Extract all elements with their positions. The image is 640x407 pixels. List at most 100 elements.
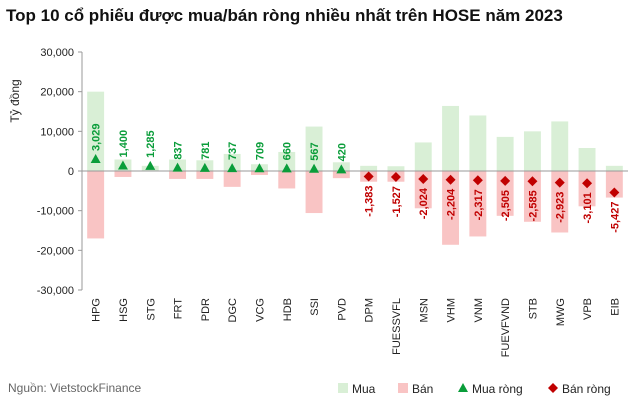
net-sell-label: -1,527 (391, 186, 403, 217)
sell-bar (523, 171, 541, 222)
markers (90, 153, 620, 198)
net-buy-label: 420 (336, 143, 348, 161)
net-sell-marker (582, 178, 593, 189)
net-sell-marker (390, 172, 401, 183)
net-buy-label: 3,029 (91, 123, 103, 151)
net-buy-marker (172, 162, 183, 172)
net-buy-label: 1,285 (145, 130, 157, 158)
buy-bar (551, 121, 569, 171)
sell-bar (414, 171, 432, 209)
net-buy-label: 837 (173, 141, 185, 159)
x-tick-label: HSG (118, 298, 130, 322)
sell-bar (578, 171, 596, 207)
x-tick-label: STG (145, 298, 157, 321)
legend: Mua Bán Mua ròng Bán ròng (338, 382, 611, 396)
net-buy-marker (254, 163, 265, 173)
buy-bar (496, 136, 514, 171)
net-sell-label: -2,204 (446, 188, 458, 220)
chart-title: Top 10 cổ phiếu được mua/bán ròng nhiều … (6, 6, 563, 25)
net-buy-label: 567 (309, 142, 321, 160)
sell-bar (332, 171, 350, 179)
legend-label: Mua ròng (472, 382, 523, 396)
sell-bar (442, 171, 460, 245)
net-sell-label: -2,585 (527, 190, 539, 221)
buy-bar (387, 166, 405, 171)
x-tick-label: VCG (254, 298, 266, 322)
x-tick-label: HDB (282, 298, 294, 321)
net-sell-label: -1,383 (364, 185, 376, 216)
y-tick-label: -30,000 (37, 285, 74, 297)
x-axis: HPG HSG STG FRT PDR DGC VCG HDB SSI PVD DPM FUESSVF… (91, 298, 622, 358)
x-tick-label: FRT (173, 298, 185, 319)
net-buy-label: 660 (282, 142, 294, 160)
x-tick-label: EIB (609, 298, 621, 316)
net-buy-label: 781 (200, 142, 212, 160)
x-tick-label: MWG (555, 298, 567, 326)
y-tick-label: -20,000 (37, 245, 74, 257)
y-axis: 30,000 20,000 10,000 0 -10,000 -20,000 -30,000 (37, 47, 83, 297)
y-tick-label: 0 (68, 166, 74, 178)
net-sell-marker (418, 174, 429, 185)
sell-bar (196, 171, 214, 179)
buy-bar (278, 151, 296, 171)
net-sell-marker (472, 175, 483, 186)
net-buy-label: 1,400 (118, 130, 130, 158)
legend-swatch (548, 383, 558, 393)
net-sell-label: -2,024 (418, 187, 430, 219)
buy-bar (223, 153, 241, 171)
buy-bar (523, 131, 541, 171)
net-buy-marker (309, 163, 320, 173)
y-axis-label: Tỷ đồng (8, 79, 22, 122)
net-buy-label: 737 (227, 142, 239, 160)
net-buy-label: 709 (254, 142, 266, 160)
value-labels: 3,029 1,400 1,285 837 781 737 709 660 567 420 -1,3… (91, 123, 622, 232)
x-tick-label: MSN (418, 298, 430, 323)
net-sell-marker (363, 171, 374, 182)
net-sell-label: -3,101 (582, 192, 594, 223)
sell-bar (278, 171, 296, 189)
net-buy-marker (336, 164, 347, 174)
net-buy-marker (90, 153, 101, 163)
net-sell-marker (609, 187, 620, 198)
buy-bar (414, 142, 432, 171)
x-tick-label: VHM (446, 298, 458, 322)
buy-bar (442, 105, 460, 171)
buy-bar (605, 165, 623, 171)
x-tick-label: VPB (582, 298, 594, 320)
buy-bar (360, 165, 378, 171)
legend-label: Mua (352, 382, 376, 396)
net-buy-marker (281, 163, 292, 173)
y-tick-label: 30,000 (40, 47, 74, 59)
net-sell-label: -2,317 (473, 189, 485, 220)
net-sell-marker (554, 177, 565, 188)
sell-bar (169, 171, 187, 179)
sell-bar (250, 171, 268, 175)
x-tick-label: PDR (200, 298, 212, 321)
sell-bar (87, 171, 105, 239)
x-tick-label: SSI (309, 298, 321, 316)
y-tick-label: 10,000 (40, 126, 74, 138)
buy-bar (578, 147, 596, 171)
sell-bar (469, 171, 487, 237)
net-sell-label: -2,923 (555, 192, 567, 223)
legend-swatch (338, 383, 348, 393)
net-sell-label: -5,427 (609, 202, 621, 233)
x-tick-label: STB (527, 298, 539, 319)
net-buy-marker (145, 160, 156, 170)
buy-bar (469, 115, 487, 171)
buy-bar (305, 126, 323, 171)
legend-swatch (398, 383, 408, 393)
sell-bar (605, 171, 623, 198)
sell-bar (496, 171, 514, 216)
x-tick-label: DPM (364, 298, 376, 322)
x-tick-label: FUESSVFL (391, 298, 403, 355)
y-tick-label: -10,000 (37, 206, 74, 218)
net-sell-marker (500, 175, 511, 186)
x-tick-label: HPG (91, 298, 103, 322)
net-buy-marker (199, 162, 210, 172)
sell-bar (114, 171, 132, 177)
legend-label: Bán ròng (562, 382, 611, 396)
bars (87, 91, 623, 245)
y-tick-label: 20,000 (40, 87, 74, 99)
sell-bar (223, 171, 241, 187)
